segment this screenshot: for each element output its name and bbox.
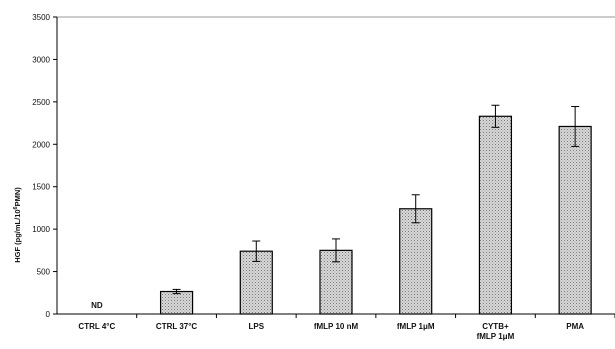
x-tick-label: CYTB+ fMLP 1μM [477, 322, 515, 341]
y-tick-label: 2000 [32, 140, 50, 149]
axes: 0 500 1000 1500 2000 2500 3000 3500 CTRL 4°C CTRL… [32, 13, 615, 341]
y-tick-label: 3500 [32, 13, 50, 22]
x-tick-label: fMLP 10 nM [314, 322, 359, 331]
not-detected-label: ND [91, 301, 103, 310]
x-tick-label: CTRL 4°C [78, 322, 115, 331]
y-tick-label: 1000 [32, 225, 50, 234]
y-axis-label-tail: PMN) [13, 187, 22, 207]
y-axis-label: HGF (pg/mL/106PMN) [13, 187, 22, 263]
bar [399, 208, 433, 315]
bar [159, 290, 194, 315]
y-tick-label: 3000 [32, 55, 50, 64]
bar [478, 115, 513, 315]
bar [558, 125, 592, 315]
y-tick-label: 1500 [32, 183, 50, 192]
y-axis-label-superscript: 6 [13, 206, 19, 209]
x-tick-label: LPS [249, 322, 265, 331]
y-tick-label: 500 [37, 268, 51, 277]
y-tick-label: 2500 [32, 98, 50, 107]
y-axis-label-main: HGF (pg/mL/10 [13, 209, 22, 262]
y-tick-label: 0 [46, 310, 51, 319]
bars [159, 104, 592, 315]
x-tick-label: PMA [566, 322, 584, 331]
x-tick-label: CTRL 37°C [156, 322, 198, 331]
x-tick-label: fMLP 1μM [397, 322, 435, 331]
